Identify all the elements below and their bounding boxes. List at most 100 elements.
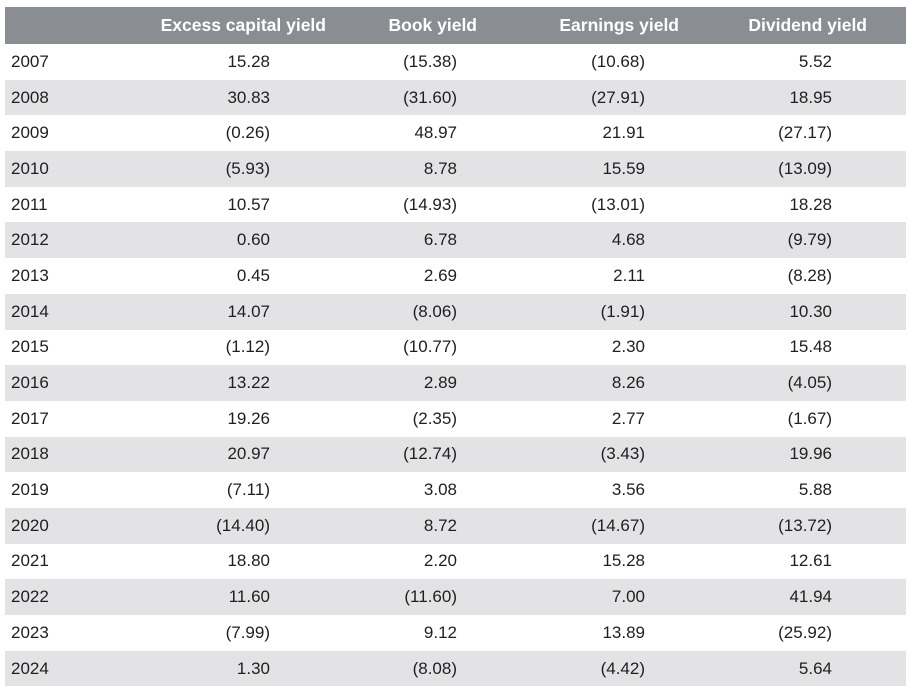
- excess-capital-yield-cell: (0.26): [225, 123, 270, 143]
- book-yield-cell: (14.93): [403, 194, 457, 214]
- table-row: 2009 (0.26) 48.97 21.91 (27.17): [5, 115, 906, 151]
- excess-capital-yield-cell: 0.45: [236, 265, 270, 285]
- excess-capital-yield-cell: (1.12): [225, 337, 270, 357]
- book-yield-cell: (12.74): [403, 444, 457, 464]
- dividend-yield-cell: 15.48: [789, 337, 832, 357]
- book-yield-cell: 2.69: [423, 265, 457, 285]
- earnings-yield-cell: 8.26: [611, 373, 645, 393]
- dividend-yield-cell: (1.67): [787, 408, 832, 428]
- table-row: 2007 15.28 (15.38) (10.68) 5.52: [5, 44, 906, 80]
- dividend-yield-cell: 18.28: [789, 194, 832, 214]
- year-cell: 2019: [11, 480, 49, 500]
- year-cell: 2016: [11, 373, 49, 393]
- header-excess-capital-yield: Excess capital yield: [160, 15, 326, 35]
- book-yield-cell: (8.08): [412, 658, 457, 678]
- yield-table: Excess capital yield Book yield Earnings…: [5, 7, 906, 686]
- dividend-yield-cell: (13.72): [778, 515, 832, 535]
- table-row: 2021 18.80 2.20 15.28 12.61: [5, 544, 906, 580]
- excess-capital-yield-cell: 11.60: [228, 587, 270, 607]
- year-cell: 2010: [11, 158, 49, 178]
- year-cell: 2009: [11, 123, 49, 143]
- year-cell: 2022: [11, 587, 49, 607]
- earnings-yield-cell: 7.00: [611, 587, 645, 607]
- table-row: 2013 0.45 2.69 2.11 (8.28): [5, 258, 906, 294]
- book-yield-cell: 9.12: [423, 622, 457, 642]
- year-cell: 2008: [11, 87, 49, 107]
- excess-capital-yield-cell: 18.80: [227, 551, 270, 571]
- dividend-yield-cell: (25.92): [778, 622, 832, 642]
- table-row: 2011 10.57 (14.93) (13.01) 18.28: [5, 187, 906, 223]
- earnings-yield-cell: 2.11: [613, 265, 645, 285]
- year-cell: 2021: [11, 551, 49, 571]
- book-yield-cell: (11.60): [404, 587, 457, 607]
- table-row: 2014 14.07 (8.06) (1.91) 10.30: [5, 293, 906, 330]
- dividend-yield-cell: 19.96: [789, 444, 832, 464]
- year-cell: 2014: [11, 301, 49, 321]
- excess-capital-yield-cell: (5.93): [225, 158, 270, 178]
- table-row: 2018 20.97 (12.74) (3.43) 19.96: [5, 436, 906, 473]
- excess-capital-yield-cell: 10.57: [227, 194, 270, 214]
- excess-capital-yield-cell: 13.22: [227, 373, 270, 393]
- excess-capital-yield-cell: 0.60: [236, 230, 270, 250]
- dividend-yield-cell: (8.28): [787, 265, 832, 285]
- excess-capital-yield-cell: (14.40): [216, 515, 270, 535]
- dividend-yield-cell: (9.79): [787, 230, 832, 250]
- excess-capital-yield-cell: 1.30: [236, 658, 270, 678]
- earnings-yield-cell: 4.68: [611, 230, 645, 250]
- earnings-yield-cell: 3.56: [611, 480, 645, 500]
- dividend-yield-cell: 5.64: [798, 658, 832, 678]
- header-book-yield: Book yield: [388, 15, 478, 35]
- table-row: 2019 (7.11) 3.08 3.56 5.88: [5, 472, 906, 508]
- earnings-yield-cell: (27.91): [591, 87, 645, 107]
- earnings-yield-cell: 21.91: [602, 123, 645, 143]
- table-row: 2010 (5.93) 8.78 15.59 (13.09): [5, 151, 906, 187]
- earnings-yield-cell: 2.30: [611, 337, 645, 357]
- table-row: 2016 13.22 2.89 8.26 (4.05): [5, 365, 906, 401]
- dividend-yield-cell: (27.17): [778, 123, 832, 143]
- table-row: 2012 0.60 6.78 4.68 (9.79): [5, 222, 906, 259]
- table-row: 2017 19.26 (2.35) 2.77 (1.67): [5, 401, 906, 437]
- excess-capital-yield-cell: 14.07: [227, 301, 270, 321]
- earnings-yield-cell: (3.43): [600, 444, 645, 464]
- earnings-yield-cell: (4.42): [600, 658, 645, 678]
- book-yield-cell: 2.20: [423, 551, 457, 571]
- book-yield-cell: (15.38): [403, 51, 457, 71]
- excess-capital-yield-cell: 20.97: [227, 444, 270, 464]
- excess-capital-yield-cell: (7.99): [225, 622, 270, 642]
- book-yield-cell: 8.78: [423, 158, 457, 178]
- book-yield-cell: 48.97: [414, 123, 457, 143]
- header-earnings-yield: Earnings yield: [559, 15, 679, 35]
- year-cell: 2012: [11, 230, 49, 250]
- year-cell: 2007: [11, 51, 49, 71]
- excess-capital-yield-cell: 30.83: [227, 87, 270, 107]
- year-cell: 2018: [11, 444, 49, 464]
- table-row: 2008 30.83 (31.60) (27.91) 18.95: [5, 79, 906, 116]
- earnings-yield-cell: 2.77: [611, 408, 645, 428]
- dividend-yield-cell: 5.52: [798, 51, 832, 71]
- year-cell: 2020: [11, 515, 49, 535]
- earnings-yield-cell: (14.67): [591, 515, 645, 535]
- excess-capital-yield-cell: 19.26: [227, 408, 270, 428]
- dividend-yield-cell: 5.88: [798, 480, 832, 500]
- dividend-yield-cell: 12.61: [789, 551, 832, 571]
- dividend-yield-cell: (13.09): [778, 158, 832, 178]
- table-row: 2024 1.30 (8.08) (4.42) 5.64: [5, 650, 906, 686]
- dividend-yield-cell: 41.94: [789, 587, 832, 607]
- year-cell: 2024: [11, 658, 49, 678]
- book-yield-cell: 8.72: [423, 515, 457, 535]
- year-cell: 2011: [11, 194, 48, 214]
- earnings-yield-cell: (10.68): [591, 51, 645, 71]
- table-row: 2022 11.60 (11.60) 7.00 41.94: [5, 579, 906, 615]
- earnings-yield-cell: 15.28: [602, 551, 645, 571]
- excess-capital-yield-cell: 15.28: [227, 51, 270, 71]
- dividend-yield-cell: 10.30: [789, 301, 832, 321]
- table-row: 2020 (14.40) 8.72 (14.67) (13.72): [5, 507, 906, 544]
- table-row: 2023 (7.99) 9.12 13.89 (25.92): [5, 615, 906, 651]
- header-dividend-yield: Dividend yield: [748, 15, 867, 35]
- table-header-row: Excess capital yield Book yield Earnings…: [5, 7, 906, 44]
- earnings-yield-cell: (13.01): [591, 194, 645, 214]
- year-cell: 2015: [11, 337, 49, 357]
- book-yield-cell: 6.78: [423, 230, 457, 250]
- dividend-yield-cell: (4.05): [787, 373, 832, 393]
- book-yield-cell: (31.60): [403, 87, 457, 107]
